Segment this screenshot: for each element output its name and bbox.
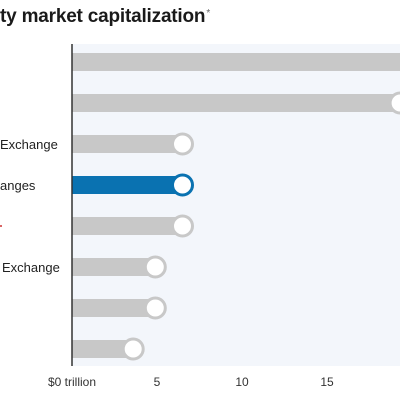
x-tick-label-1: 5: [154, 375, 161, 389]
bar-4: [72, 217, 183, 235]
category-label-2: Exchange: [0, 137, 58, 152]
category-label-3: anges: [0, 178, 36, 193]
x-tick-label-2: 10: [235, 375, 249, 389]
bar-7: [72, 340, 134, 358]
chart-title: ty market capitalization*: [0, 6, 211, 28]
category-label-5: Exchange: [2, 260, 60, 275]
bar-marker-3: [171, 173, 194, 197]
bar-marker-6: [143, 296, 167, 320]
x-tick-label-3: 15: [320, 375, 334, 389]
chart-title-text: ty market capitalization: [0, 6, 206, 27]
chart-title-note: *: [206, 8, 211, 19]
bar-marker-7: [121, 337, 145, 361]
bar-marker-2: [171, 132, 194, 156]
bar-3: [72, 176, 183, 194]
bar-marker-4: [171, 214, 194, 238]
bar-2: [72, 135, 183, 153]
bar-marker-5: [143, 255, 167, 279]
x-tick-label-0: $0 trillion: [48, 375, 96, 389]
plot-background: [72, 44, 400, 366]
bar-6: [72, 299, 156, 317]
bar-1: [72, 94, 400, 112]
bar-5: [72, 258, 156, 276]
bar-0: [72, 53, 400, 71]
bar-marker-1: [388, 91, 400, 115]
